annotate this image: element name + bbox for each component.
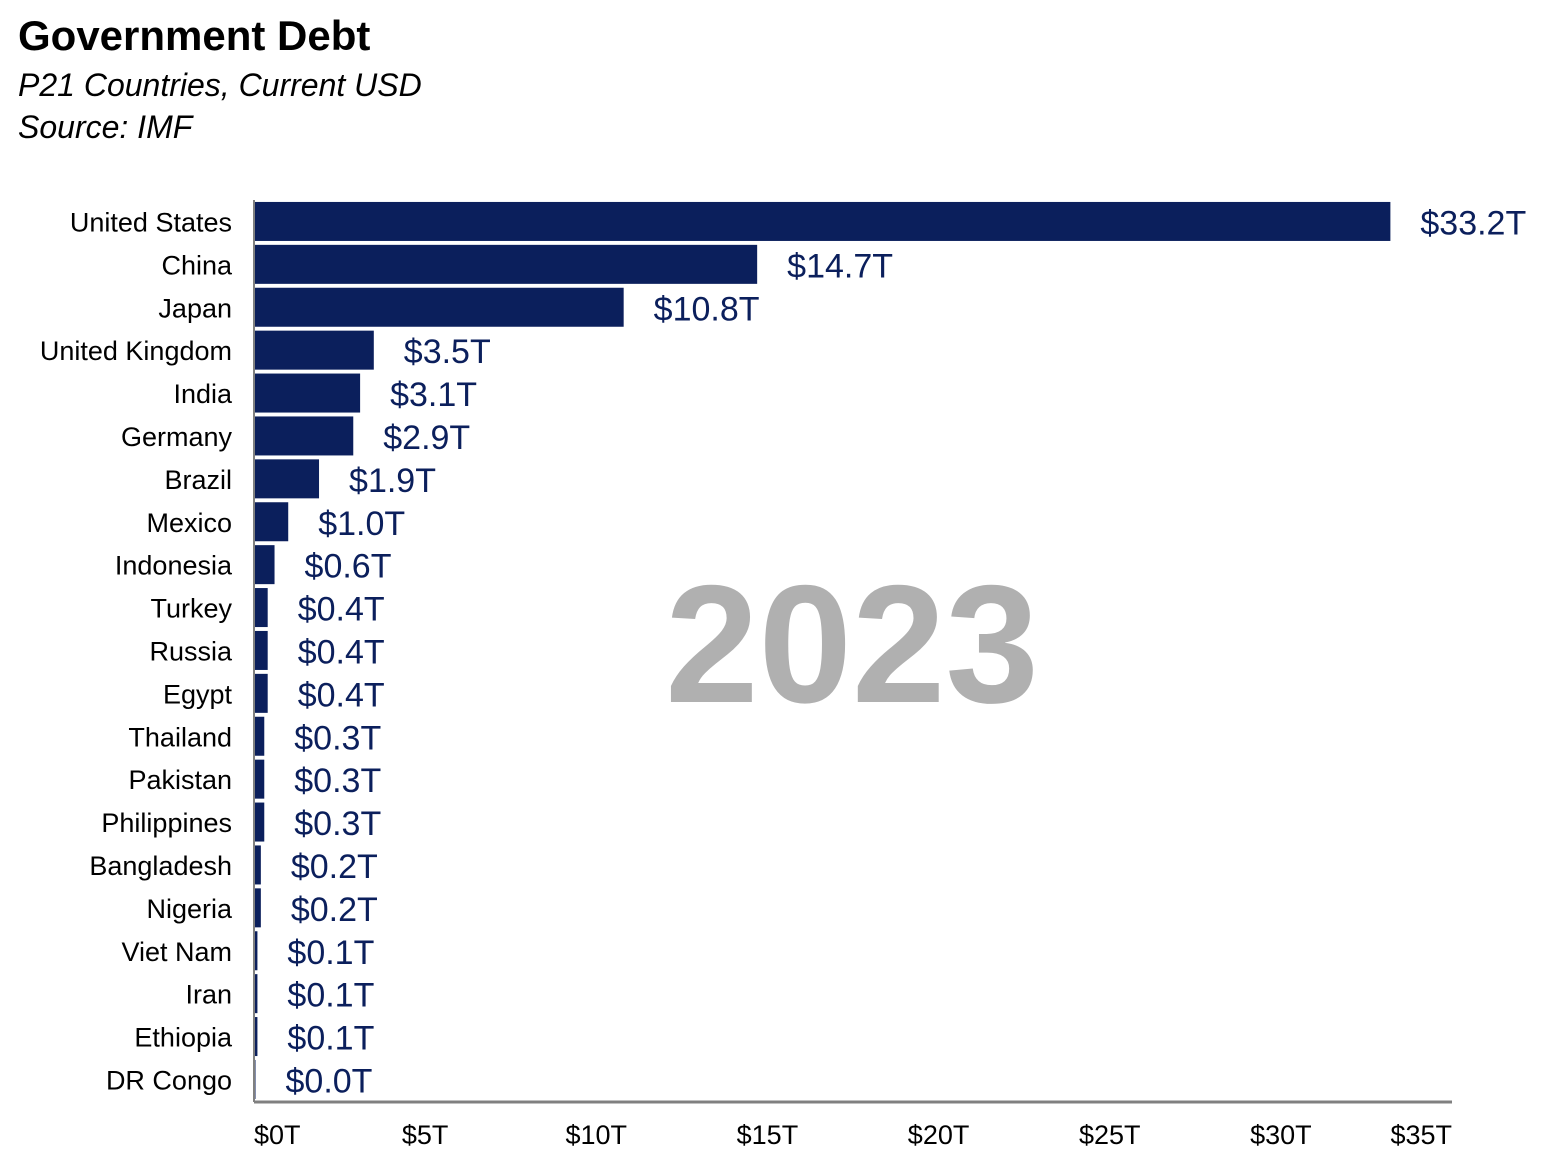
category-label: United Kingdom — [40, 336, 232, 366]
value-label: $3.5T — [404, 333, 491, 371]
bar — [254, 759, 265, 799]
category-label: India — [173, 379, 233, 409]
bar — [254, 287, 624, 327]
value-label: $0.4T — [298, 633, 385, 671]
value-label: $0.1T — [287, 977, 374, 1015]
category-label: Ethiopia — [134, 1023, 233, 1053]
category-label: DR Congo — [106, 1065, 232, 1095]
bar — [254, 373, 361, 413]
x-tick-label: $5T — [402, 1120, 449, 1150]
value-label: $0.2T — [291, 891, 378, 929]
value-label: $3.1T — [390, 376, 477, 414]
value-label: $0.4T — [298, 591, 385, 629]
value-label: $0.6T — [305, 548, 392, 586]
value-label: $0.3T — [294, 805, 381, 843]
bar — [254, 888, 261, 928]
x-tick-label: $15T — [737, 1120, 799, 1150]
value-label: $10.8T — [654, 290, 760, 328]
category-label: Indonesia — [115, 551, 233, 581]
category-label: Germany — [121, 422, 233, 452]
x-tick-label: $10T — [566, 1120, 628, 1150]
value-label: $0.1T — [287, 1020, 374, 1058]
bar — [254, 1017, 258, 1057]
value-label: $1.0T — [318, 505, 405, 543]
bar — [254, 845, 261, 885]
value-label: $33.2T — [1420, 204, 1526, 242]
category-label: Egypt — [163, 679, 233, 709]
bar — [254, 201, 1391, 241]
x-tick-label: $20T — [908, 1120, 970, 1150]
value-label: $0.0T — [286, 1062, 373, 1100]
bar — [254, 931, 258, 971]
year-label: 2023 — [665, 550, 1039, 738]
category-label: Viet Nam — [121, 937, 232, 967]
chart-subtitle: P21 Countries, Current USD — [18, 67, 422, 103]
category-label: United States — [70, 207, 232, 237]
bar — [254, 330, 374, 370]
bar — [254, 459, 320, 499]
bar — [254, 974, 258, 1014]
bar — [254, 545, 275, 585]
value-label: $2.9T — [383, 419, 470, 457]
category-label: Pakistan — [128, 765, 232, 795]
chart-title: Government Debt — [18, 12, 371, 59]
bar — [254, 502, 289, 542]
value-label: $0.1T — [287, 934, 374, 972]
value-label: $0.3T — [294, 719, 381, 757]
x-tick-label: $35T — [1390, 1120, 1452, 1150]
bar — [254, 673, 268, 713]
category-label: Turkey — [150, 594, 232, 624]
category-label: Iran — [185, 980, 232, 1010]
category-label: Brazil — [164, 465, 232, 495]
value-label: $0.3T — [294, 762, 381, 800]
x-tick-label: $25T — [1079, 1120, 1141, 1150]
bar — [254, 630, 268, 670]
x-tick-label: $0T — [254, 1120, 301, 1150]
bar — [254, 802, 265, 842]
bar — [254, 416, 354, 456]
x-tick-label: $30T — [1250, 1120, 1312, 1150]
category-label: China — [161, 250, 233, 280]
value-label: $1.9T — [349, 462, 436, 500]
value-label: $0.4T — [298, 676, 385, 714]
bar — [254, 588, 268, 628]
category-label: Thailand — [128, 722, 232, 752]
category-label: Mexico — [146, 508, 232, 538]
chart-source: Source: IMF — [18, 109, 193, 145]
category-label: Bangladesh — [89, 851, 232, 881]
bar — [254, 244, 758, 284]
value-label: $14.7T — [787, 247, 893, 285]
bar — [254, 716, 265, 756]
category-label: Japan — [158, 293, 232, 323]
category-label: Russia — [149, 636, 233, 666]
category-label: Philippines — [101, 808, 232, 838]
value-label: $0.2T — [291, 848, 378, 886]
category-label: Nigeria — [146, 894, 233, 924]
